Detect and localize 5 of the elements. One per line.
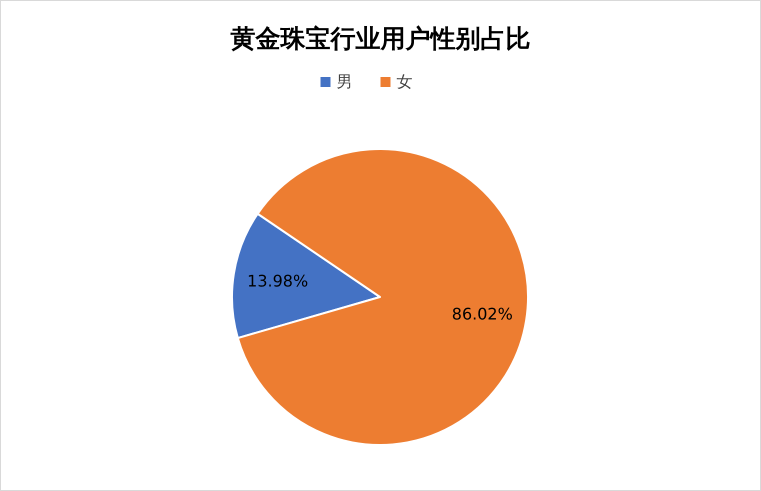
chart-title: 黄金珠宝行业用户性别占比 xyxy=(230,24,530,53)
legend-label: 女 xyxy=(396,72,412,91)
legend-label: 男 xyxy=(336,72,352,91)
data-label: 86.02% xyxy=(452,304,513,324)
data-label: 13.98% xyxy=(247,272,308,291)
